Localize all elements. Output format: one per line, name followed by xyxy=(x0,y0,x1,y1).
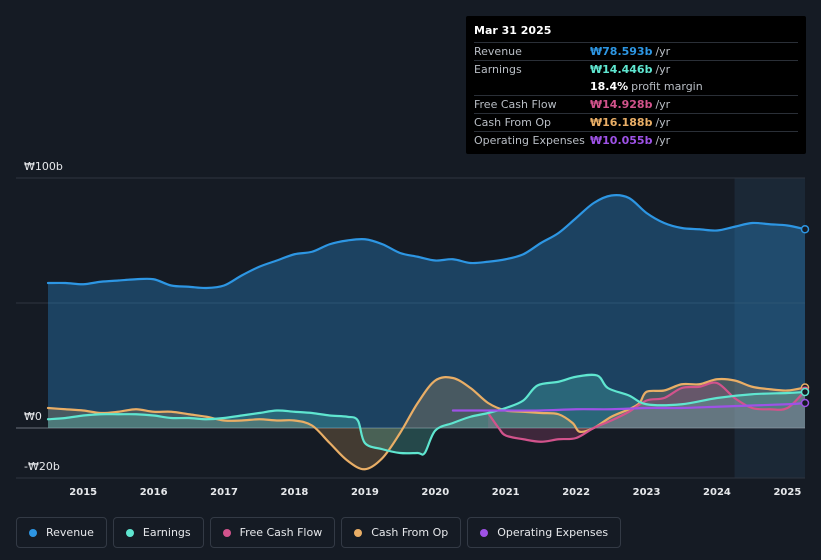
y-axis-labels: ₩100b ₩0 -₩20b xyxy=(24,160,63,473)
endpoint-operating-expenses xyxy=(800,398,810,408)
legend-label: Cash From Op xyxy=(371,526,449,539)
tooltip-row-cash-from-op: Cash From Op ₩16.188b /yr xyxy=(474,113,798,131)
legend-item-earnings[interactable]: Earnings xyxy=(112,517,204,548)
tooltip-unit: profit margin xyxy=(631,80,703,93)
tooltip-row-earnings: Earnings ₩14.446b /yr xyxy=(474,60,798,78)
endpoint-earnings xyxy=(800,387,810,397)
x-tick-label: 2017 xyxy=(210,487,238,498)
legend-label: Free Cash Flow xyxy=(239,526,323,539)
series-lines xyxy=(46,194,807,471)
x-tick-label: 2022 xyxy=(562,487,590,498)
x-tick-label: 2018 xyxy=(281,487,309,498)
legend-dot-icon xyxy=(480,528,489,537)
tooltip-unit: /yr xyxy=(655,98,671,111)
legend-label: Operating Expenses xyxy=(497,526,609,539)
tooltip-row-revenue: Revenue ₩78.593b /yr xyxy=(474,42,798,60)
legend-dot-icon xyxy=(125,528,134,537)
tooltip-unit: /yr xyxy=(655,134,671,147)
legend-label: Revenue xyxy=(46,526,94,539)
tooltip-value: ₩14.446b xyxy=(590,63,653,76)
legend-item-revenue[interactable]: Revenue xyxy=(16,517,107,548)
legend-item-cash-from-op[interactable]: Cash From Op xyxy=(341,517,462,548)
tooltip-unit: /yr xyxy=(655,116,671,129)
x-tick-label: 2019 xyxy=(351,487,379,498)
tooltip-label: Operating Expenses xyxy=(474,134,585,147)
x-tick-label: 2021 xyxy=(492,487,520,498)
tooltip-row-free-cash-flow: Free Cash Flow ₩14.928b /yr xyxy=(474,95,798,113)
area-cash-from-op xyxy=(48,377,805,470)
line-earnings xyxy=(46,373,807,456)
tooltip-value: ₩14.928b xyxy=(590,98,653,111)
y-axis-label: ₩0 xyxy=(24,410,42,423)
gridlines xyxy=(16,177,805,479)
tooltip-label: Revenue xyxy=(474,45,522,58)
area-revenue xyxy=(48,195,805,428)
tooltip-value: ₩16.188b xyxy=(590,116,653,129)
x-axis-labels: 2015 2016 2017 2018 2019 2020 2021 2022 2023 2024… xyxy=(69,487,801,498)
tooltip-date: Mar 31 2025 xyxy=(474,24,552,37)
tooltip-row-operating-expenses: Operating Expenses ₩10.055b /yr xyxy=(474,131,798,149)
legend-item-free-cash-flow[interactable]: Free Cash Flow xyxy=(209,517,336,548)
x-tick-label: 2016 xyxy=(140,487,168,498)
legend-dot-icon xyxy=(222,528,231,537)
x-tick-label: 2015 xyxy=(69,487,97,498)
area-earnings xyxy=(48,374,805,455)
legend-dot-icon xyxy=(29,528,37,537)
x-tick-label: 2025 xyxy=(773,487,801,498)
tooltip-unit: /yr xyxy=(655,63,671,76)
tooltip-label: Cash From Op xyxy=(474,116,552,129)
data-tooltip: Mar 31 2025 Revenue ₩78.593b /yr Earning… xyxy=(466,16,806,154)
legend-dot-icon xyxy=(354,528,363,537)
y-axis-label: -₩20b xyxy=(24,460,60,473)
y-axis-label: ₩100b xyxy=(24,160,63,173)
x-tick-label: 2020 xyxy=(421,487,449,498)
legend-label: Earnings xyxy=(142,526,191,539)
endpoint-revenue xyxy=(800,225,810,234)
legend: Revenue Earnings Free Cash Flow Cash Fro… xyxy=(16,517,622,548)
tooltip-label: Free Cash Flow xyxy=(474,98,557,111)
x-tick-label: 2023 xyxy=(633,487,661,498)
tooltip-value: 18.4% xyxy=(590,80,629,93)
legend-item-operating-expenses[interactable]: Operating Expenses xyxy=(467,517,622,548)
line-revenue xyxy=(46,194,807,290)
x-tick-label: 2024 xyxy=(703,487,731,498)
tooltip-value: ₩78.593b xyxy=(590,45,653,58)
tooltip-value: ₩10.055b xyxy=(590,134,653,147)
tooltip-unit: /yr xyxy=(655,45,671,58)
line-cash-from-op xyxy=(46,376,807,471)
line-free-cash-flow xyxy=(487,381,807,443)
series-endpoints xyxy=(800,225,810,408)
tooltip-row-margin: 18.4% profit margin xyxy=(474,78,798,95)
chart-canvas: ₩100b ₩0 -₩20b 2015 2016 2017 2018 2019 2020 202… xyxy=(16,160,810,498)
tooltip-label: Earnings xyxy=(474,63,522,76)
line-operating-expenses xyxy=(451,401,807,412)
tooltip-label xyxy=(474,78,590,95)
